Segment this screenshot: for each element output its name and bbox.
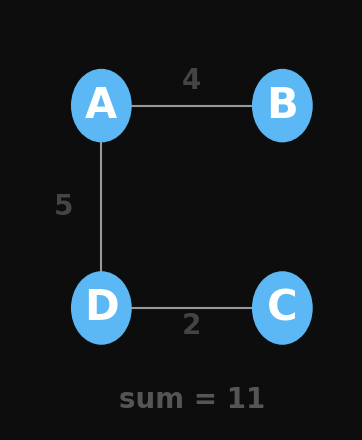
Circle shape	[72, 272, 131, 344]
Text: 2: 2	[182, 312, 202, 341]
Circle shape	[72, 70, 131, 142]
Circle shape	[253, 272, 312, 344]
Text: sum = 11: sum = 11	[119, 386, 265, 414]
Text: 4: 4	[182, 67, 202, 95]
Circle shape	[253, 70, 312, 142]
Text: 5: 5	[54, 193, 73, 221]
Text: A: A	[85, 84, 118, 127]
Text: D: D	[84, 287, 119, 329]
Text: B: B	[266, 84, 298, 127]
Text: C: C	[267, 287, 298, 329]
